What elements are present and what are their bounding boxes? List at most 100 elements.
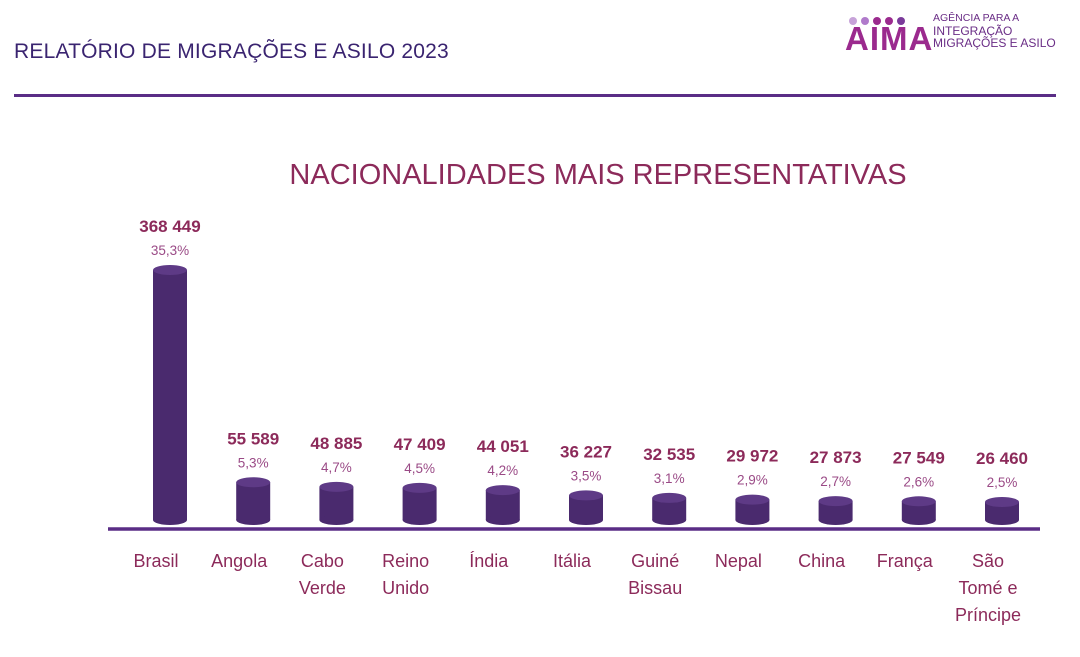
bar — [818, 501, 853, 520]
bar-base — [319, 515, 354, 525]
logo-wordmark: AIMA — [845, 20, 934, 57]
data-label-percent: 2,9% — [737, 473, 768, 488]
bar-group: 47 409 4,5% — [394, 435, 446, 525]
bar-base — [402, 515, 437, 525]
bar-top — [901, 496, 936, 507]
bar-base — [236, 515, 271, 525]
data-label-percent: 5,3% — [238, 455, 269, 470]
x-tick-label-line: Angola — [211, 551, 268, 571]
bar-group: 55 589 5,3% — [227, 429, 279, 525]
x-tick-label-line: Guiné — [631, 551, 679, 571]
logo-dot — [885, 17, 893, 25]
data-label-percent: 4,5% — [404, 461, 435, 476]
bar-base — [153, 515, 187, 525]
x-tick-label-line: Unido — [382, 578, 429, 598]
x-tick-label: França — [877, 551, 934, 571]
bar-group: 32 535 3,1% — [643, 445, 695, 525]
header-divider — [14, 94, 1056, 97]
bar-base — [735, 515, 770, 525]
bar-group: 27 873 2,7% — [810, 448, 862, 525]
data-label-percent: 4,7% — [321, 460, 352, 475]
data-label-percent: 4,2% — [487, 463, 518, 478]
bar-top — [985, 497, 1019, 508]
x-tick-label-line: Príncipe — [955, 605, 1021, 625]
bar — [652, 497, 687, 520]
bar — [236, 482, 271, 520]
x-tick-label: Índia — [469, 551, 509, 571]
bar-group: 29 972 2,9% — [726, 447, 778, 525]
logo-dot — [873, 17, 881, 25]
data-label-value: 44 051 — [477, 437, 529, 456]
x-tick-label-line: Bissau — [628, 578, 682, 598]
logo-dots — [849, 12, 909, 30]
x-tick-label-line: Verde — [299, 578, 346, 598]
x-tick-label-line: Cabo — [301, 551, 344, 571]
bar-group: 36 227 3,5% — [560, 442, 612, 525]
x-tick-label: São Tomé e Príncipe — [955, 551, 1021, 625]
data-label-percent: 2,6% — [903, 474, 934, 489]
data-label-percent: 3,5% — [571, 468, 602, 483]
bar-top — [319, 481, 354, 492]
bar — [153, 270, 187, 520]
bar — [319, 486, 354, 520]
aima-logo: AIMA AGÊNCIA PARA A INTEGRAÇÃO MIGRAÇÕES… — [843, 8, 1056, 58]
x-tick-label-line: Reino — [382, 551, 429, 571]
bar-group: 27 549 2,6% — [893, 448, 945, 525]
logo-line-1: AGÊNCIA PARA A — [933, 12, 1020, 24]
data-label-value: 27 873 — [810, 448, 862, 467]
x-tick-label: Angola — [211, 551, 268, 571]
bar-base — [901, 515, 936, 525]
bar-base — [652, 515, 687, 525]
bar-base — [569, 515, 603, 525]
x-tick-label-line: China — [798, 551, 846, 571]
x-tick-label-line: França — [877, 551, 934, 571]
x-tick-label-line: Tomé e — [958, 578, 1017, 598]
x-tick-label: Reino Unido — [382, 551, 429, 598]
logo-dot — [897, 17, 905, 25]
bar-base — [985, 515, 1019, 525]
bar-top — [735, 494, 770, 505]
bar — [735, 499, 770, 520]
bar-base — [818, 515, 853, 525]
data-label-value: 32 535 — [643, 445, 695, 464]
bar — [985, 502, 1019, 520]
bar — [402, 487, 437, 520]
bar-top — [402, 482, 437, 493]
data-label-value: 27 549 — [893, 448, 945, 467]
data-label-value: 47 409 — [394, 435, 446, 454]
bar-top — [485, 485, 520, 496]
x-tick-label-line: Brasil — [133, 551, 178, 571]
data-label-value: 368 449 — [139, 217, 200, 236]
x-tick-label: Guiné Bissau — [628, 551, 682, 598]
bar-top — [818, 496, 853, 507]
bar-top — [569, 490, 603, 501]
x-tick-label-line: Nepal — [715, 551, 762, 571]
x-tick-label-line: Índia — [469, 551, 509, 571]
data-label-value: 26 460 — [976, 449, 1028, 468]
data-label-value: 55 589 — [227, 429, 279, 448]
x-tick-label: China — [798, 551, 846, 571]
logo-dot — [849, 17, 857, 25]
logo-dot — [861, 17, 869, 25]
bar-group: 48 885 4,7% — [310, 434, 362, 525]
logo-agency-name: AGÊNCIA PARA A INTEGRAÇÃO MIGRAÇÕES E AS… — [933, 12, 1056, 50]
bar-group: 368 449 35,3% — [139, 217, 201, 525]
x-tick-label-line: São — [972, 551, 1004, 571]
bar-group: 44 051 4,2% — [477, 437, 529, 525]
bar-base — [485, 515, 520, 525]
data-label-value: 48 885 — [310, 434, 362, 453]
data-label-percent: 2,5% — [987, 475, 1018, 490]
x-tick-label: Brasil — [133, 551, 178, 571]
bar-top — [236, 477, 271, 488]
x-tick-label-line: Itália — [553, 551, 592, 571]
bar-group: 26 460 2,5% — [976, 449, 1028, 525]
x-tick-label: Itália — [553, 551, 592, 571]
data-label-value: 36 227 — [560, 442, 612, 461]
logo-line-2: INTEGRAÇÃO — [933, 23, 1013, 38]
data-label-percent: 35,3% — [151, 243, 189, 258]
data-label-percent: 3,1% — [654, 471, 685, 486]
bar-series: 368 449 35,3% 55 589 5,3% 48 885 4,7% 47 409 4,… — [139, 217, 1028, 525]
bar-top — [652, 492, 687, 503]
chart-title: NACIONALIDADES MAIS REPRESENTATIVAS — [289, 159, 906, 191]
